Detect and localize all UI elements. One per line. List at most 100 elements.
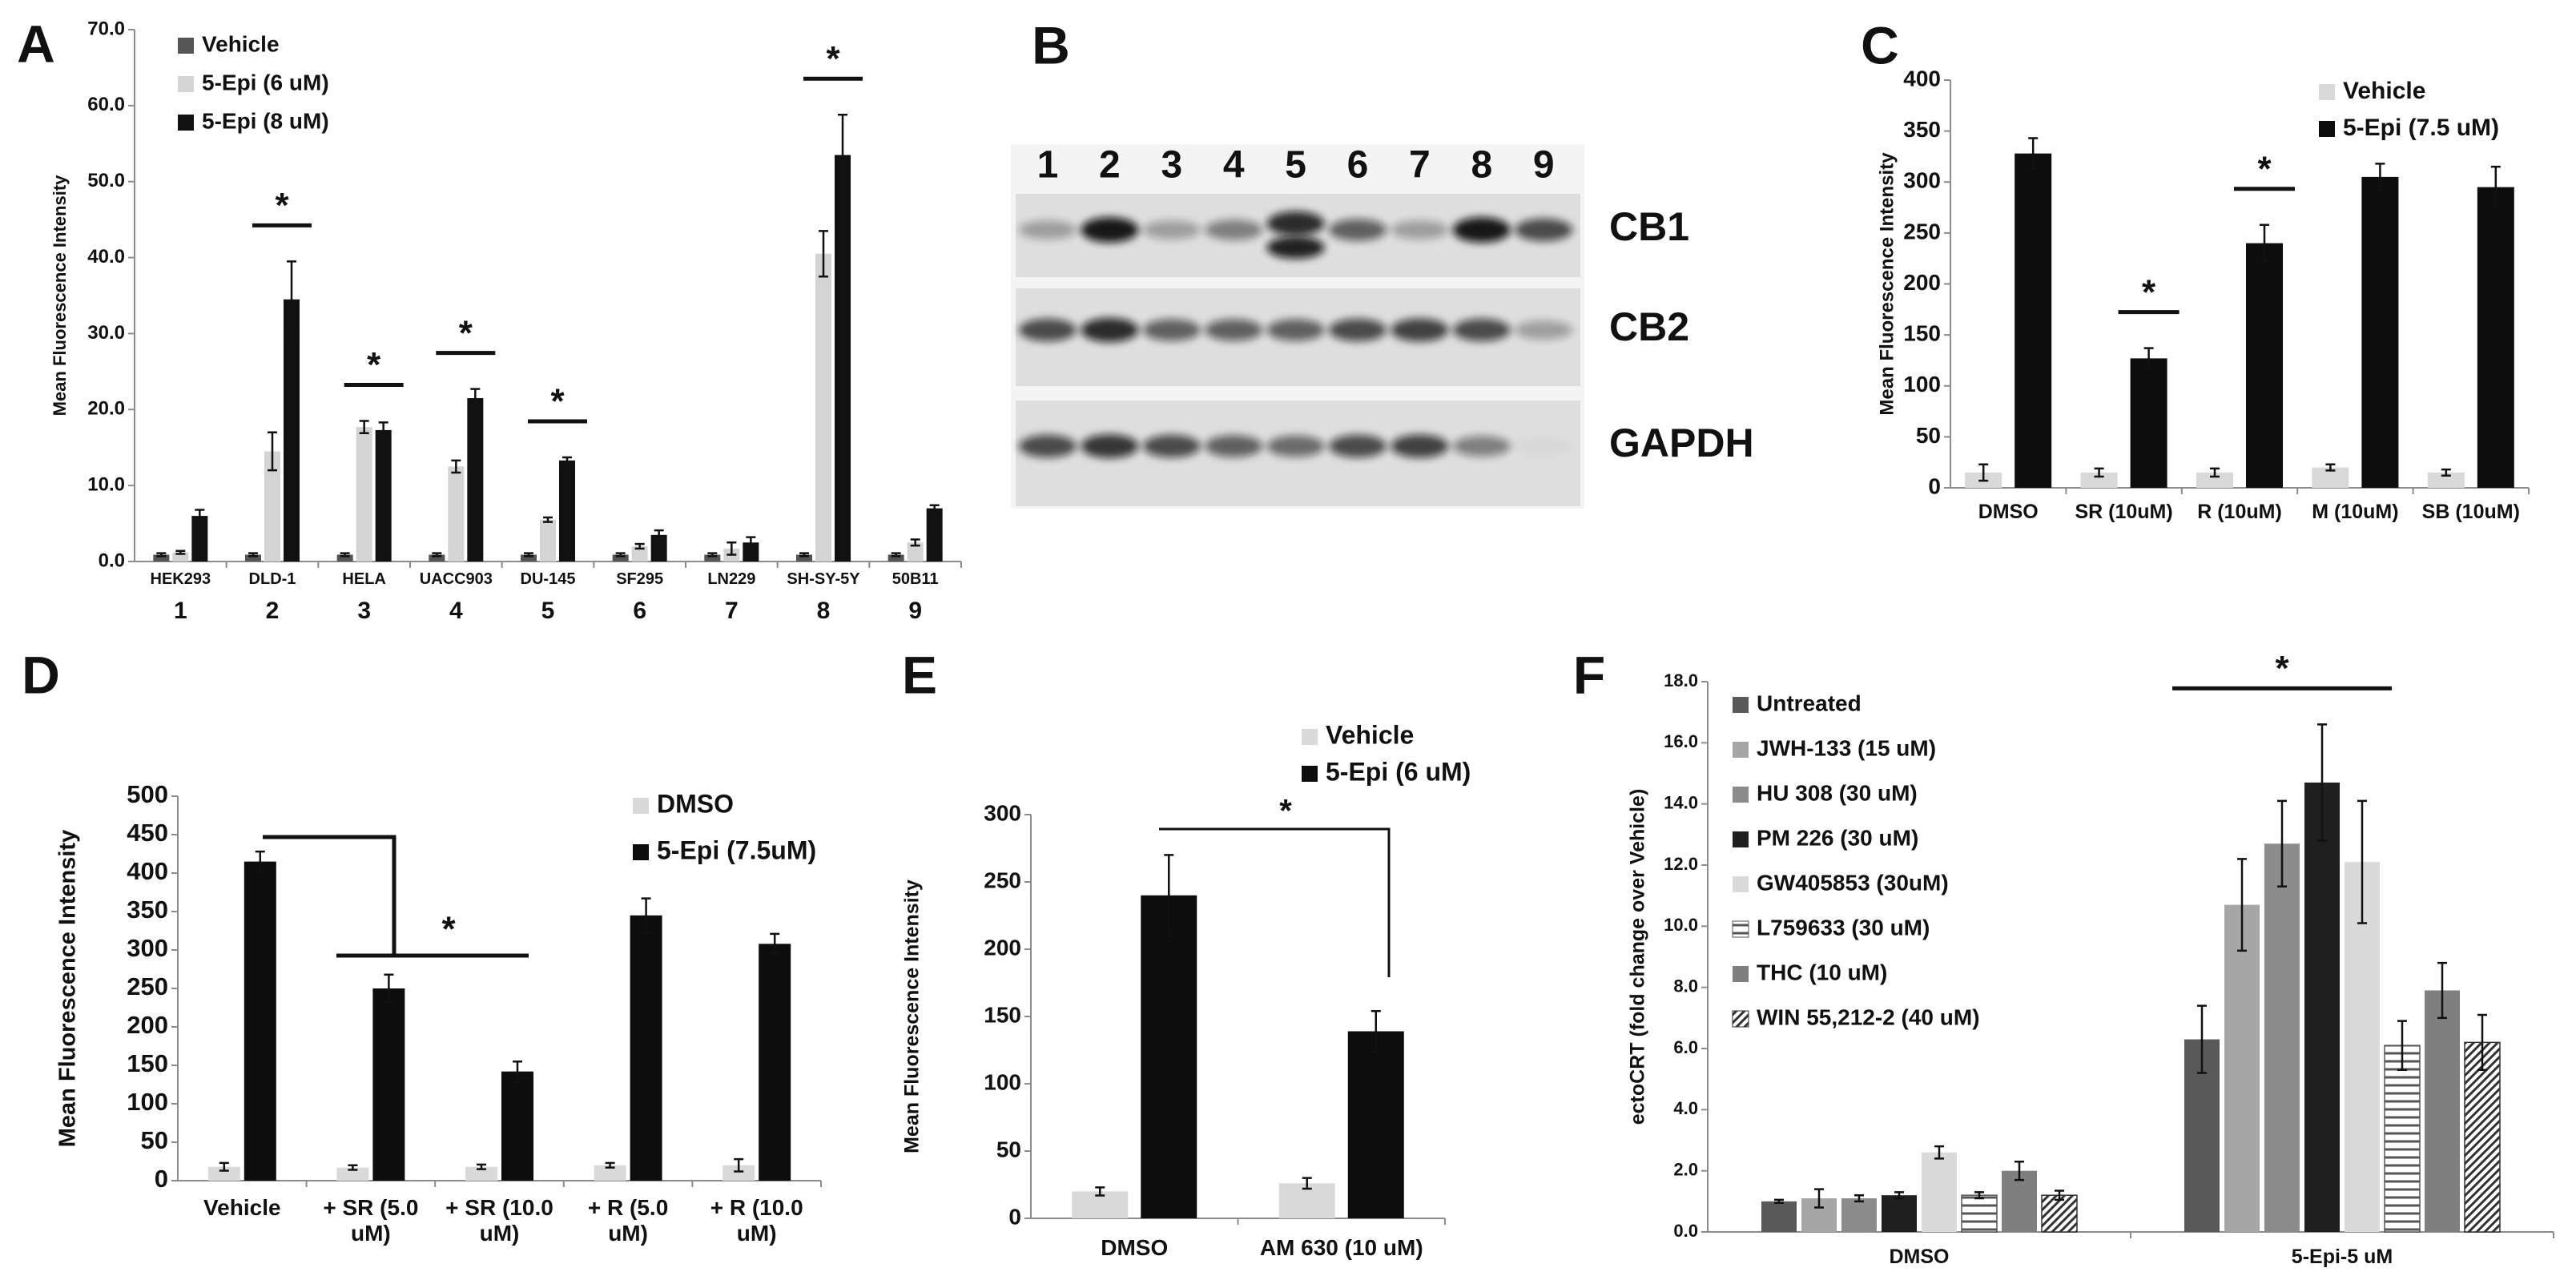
error-bar bbox=[2317, 723, 2327, 842]
blot-band bbox=[1266, 319, 1325, 341]
y-tick-label: 400 bbox=[1903, 66, 1941, 91]
x-tick-label: SF295 bbox=[616, 570, 664, 588]
error-bar bbox=[1894, 1191, 1904, 1200]
blot-band bbox=[1329, 219, 1387, 241]
y-tick-label: 10.0 bbox=[87, 473, 125, 495]
bar bbox=[2015, 153, 2052, 488]
bar bbox=[336, 554, 353, 562]
y-tick-label: 18.0 bbox=[1664, 670, 1698, 690]
blot-band bbox=[1019, 220, 1077, 239]
error-bar bbox=[340, 552, 350, 557]
bar bbox=[2224, 904, 2260, 1232]
error-bar bbox=[1934, 1145, 1944, 1160]
lane-label: 9 bbox=[1533, 144, 1555, 187]
x-tick-label: DMSO bbox=[1978, 501, 2039, 523]
y-tick-label: 20.0 bbox=[87, 398, 125, 420]
blot-band bbox=[1142, 434, 1201, 458]
x-tick-number: 8 bbox=[817, 598, 831, 624]
y-tick-label: 50 bbox=[1916, 423, 1941, 448]
y-axis-label: Mean Fluorescence Intensity bbox=[1876, 152, 1898, 416]
legend-swatch bbox=[1302, 729, 1318, 745]
y-tick-label: 200 bbox=[127, 1011, 168, 1039]
significance-label: * bbox=[550, 382, 565, 421]
x-tick-label: + SR (10.0 uM) bbox=[445, 1195, 553, 1246]
error-bar bbox=[838, 113, 847, 197]
x-tick-number: 9 bbox=[908, 598, 922, 624]
bar bbox=[465, 1166, 497, 1181]
x-tick-label: HELA bbox=[342, 570, 386, 588]
bar bbox=[429, 554, 445, 562]
error-bar bbox=[727, 541, 737, 556]
error-bar bbox=[287, 260, 296, 339]
x-tick-label: AM 630 (10 uM) bbox=[1259, 1235, 1423, 1260]
blot-band bbox=[1081, 317, 1139, 343]
bar bbox=[191, 516, 208, 562]
blot-band bbox=[1391, 434, 1449, 458]
bar bbox=[1761, 1201, 1797, 1232]
x-tick-label-box: M (10uM) bbox=[2312, 501, 2398, 523]
x-tick-label: 50B11 bbox=[892, 570, 939, 588]
blot-band bbox=[1142, 319, 1201, 341]
x-tick-number: 6 bbox=[633, 598, 646, 624]
x-tick-label: SR (10uM) bbox=[2075, 501, 2173, 523]
legend-swatch bbox=[633, 844, 649, 860]
error-bar bbox=[195, 509, 205, 523]
bar bbox=[264, 451, 280, 562]
error-bar bbox=[910, 538, 920, 547]
x-tick-label-box: UACC903 bbox=[420, 570, 493, 588]
error-bar bbox=[929, 504, 940, 513]
y-tick-label: 50 bbox=[141, 1126, 168, 1154]
y-axis-label: Mean Fluorescence Intensity bbox=[50, 175, 70, 417]
blot-band bbox=[1329, 434, 1387, 458]
y-tick-label: 250 bbox=[984, 867, 1021, 892]
lane-label: 4 bbox=[1223, 144, 1245, 187]
lane-label: 7 bbox=[1409, 144, 1431, 187]
error-bar bbox=[432, 552, 442, 557]
error-bar bbox=[219, 1161, 229, 1172]
x-tick-label-box: 5-Epi-5 uM bbox=[2291, 1246, 2393, 1268]
legend-label: 5-Epi (7.5uM) bbox=[657, 835, 816, 864]
y-tick-label: 10.0 bbox=[1664, 915, 1698, 935]
legend-swatch bbox=[178, 76, 194, 92]
significance-label: * bbox=[2142, 272, 2156, 312]
lane-label: 5 bbox=[1285, 144, 1306, 187]
bar bbox=[2464, 1041, 2501, 1233]
panel-label: F bbox=[1573, 645, 1605, 704]
x-tick-label: SH-SY-5Y bbox=[787, 570, 860, 588]
error-bar bbox=[634, 542, 645, 550]
x-tick-label-box: + SR (10.0 uM) bbox=[445, 1195, 553, 1246]
y-tick-label: 150 bbox=[984, 1002, 1021, 1027]
panel-label: A bbox=[17, 14, 55, 73]
bar bbox=[207, 1166, 240, 1181]
bar bbox=[722, 1165, 755, 1181]
x-tick-label-box: SH-SY-5Y bbox=[787, 570, 860, 588]
blot-band bbox=[1205, 319, 1263, 341]
y-tick-label: 40.0 bbox=[87, 246, 125, 268]
y-tick-label: 200 bbox=[1903, 270, 1941, 295]
error-bar bbox=[1978, 463, 1989, 482]
x-tick-label-box: SR (10uM) bbox=[2075, 501, 2173, 523]
error-bar bbox=[2325, 463, 2336, 472]
bar bbox=[2304, 782, 2340, 1232]
error-bar bbox=[2357, 799, 2367, 924]
x-tick-label: LN229 bbox=[707, 570, 756, 588]
error-bar bbox=[470, 388, 481, 409]
legend-label: JWH-133 (15 uM) bbox=[1757, 735, 1936, 760]
legend-label: Untreated bbox=[1757, 690, 1862, 715]
bar bbox=[2477, 187, 2514, 489]
bar bbox=[467, 398, 484, 562]
bar bbox=[245, 554, 261, 562]
legend-label: PM 226 (30 uM) bbox=[1757, 825, 1918, 850]
legend-swatch bbox=[178, 38, 194, 54]
x-tick-label-box: SB (10uM) bbox=[2422, 501, 2520, 523]
error-bar bbox=[746, 536, 756, 549]
x-tick-label: 5-Epi-5 uM bbox=[2291, 1246, 2393, 1268]
bar bbox=[540, 519, 556, 562]
error-bar bbox=[1302, 1177, 1312, 1190]
x-tick-label-box: DU-145 bbox=[521, 570, 576, 588]
error-bar bbox=[2015, 1160, 2024, 1181]
error-bar bbox=[255, 850, 265, 873]
blot-band bbox=[1452, 436, 1511, 457]
